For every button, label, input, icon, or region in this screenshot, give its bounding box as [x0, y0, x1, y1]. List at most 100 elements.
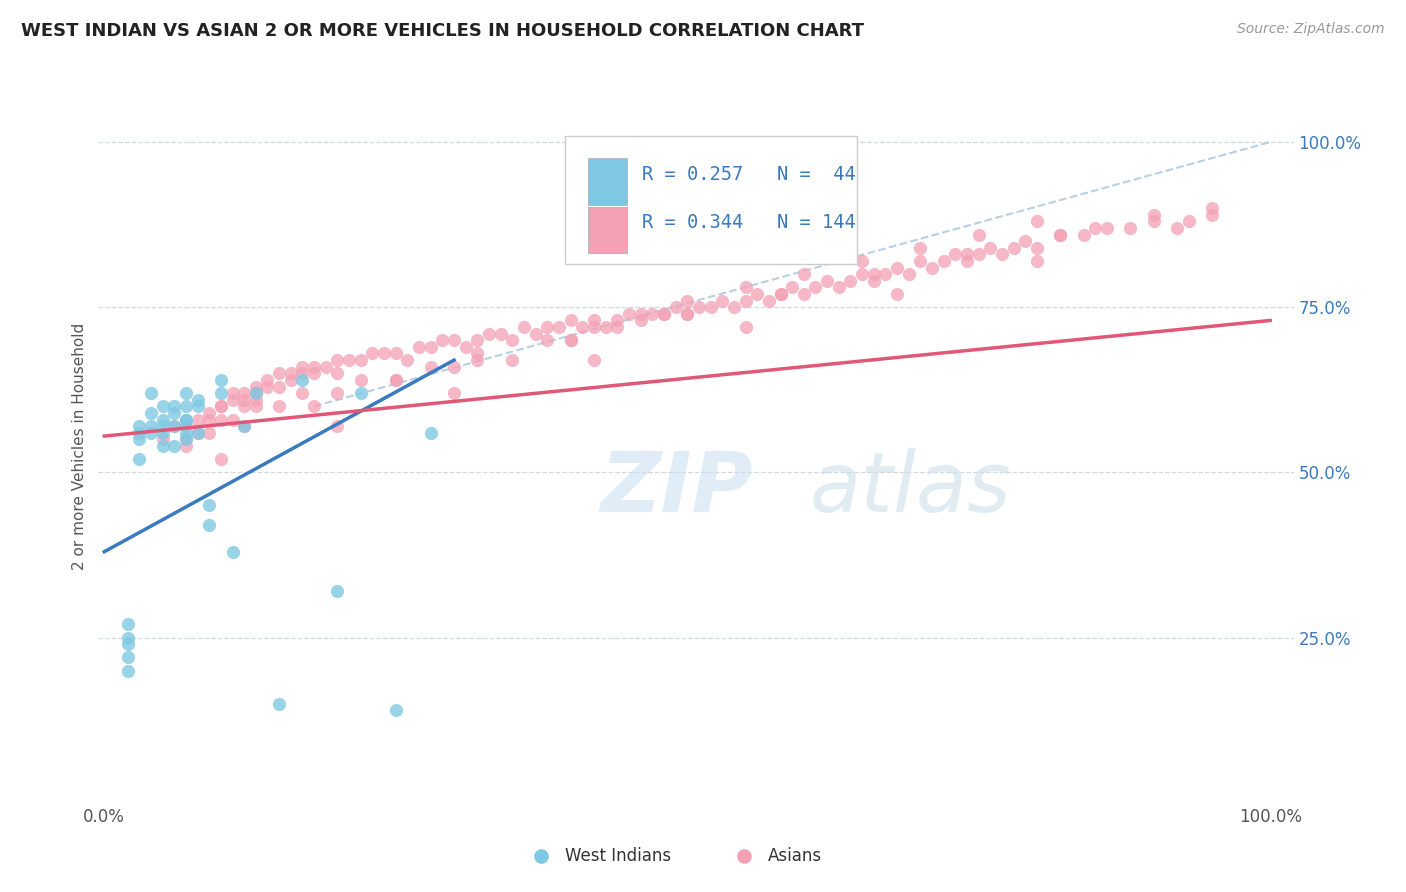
Point [1201, 201, 1223, 215]
Point [139, 419, 162, 434]
Point [630, 313, 652, 327]
Point [804, 280, 827, 294]
Point [886, 260, 908, 275]
Point [152, 425, 174, 440]
Point [711, 293, 734, 308]
Point [1026, 241, 1049, 255]
Point [443, 333, 465, 347]
Point [617, 307, 640, 321]
Point [221, 412, 243, 426]
Point [1049, 227, 1071, 242]
Point [723, 300, 745, 314]
Point [1177, 214, 1199, 228]
Point [139, 386, 162, 401]
Point [734, 293, 756, 308]
Point [198, 499, 221, 513]
Point [979, 241, 1001, 255]
Point [245, 392, 267, 407]
Point [350, 373, 373, 387]
Point [174, 412, 197, 426]
Point [139, 425, 162, 440]
Point [174, 425, 197, 440]
Point [758, 293, 780, 308]
Point [1166, 221, 1188, 235]
Point [828, 280, 851, 294]
Point [723, 846, 745, 860]
Point [408, 340, 430, 354]
Point [209, 373, 232, 387]
Point [233, 392, 256, 407]
Point [186, 400, 208, 414]
Point [326, 419, 349, 434]
Point [839, 274, 862, 288]
Point [630, 307, 652, 321]
Point [256, 373, 278, 387]
Point [921, 260, 943, 275]
Point [152, 433, 174, 447]
Point [851, 267, 873, 281]
Point [956, 247, 979, 261]
Point [967, 247, 990, 261]
Point [443, 359, 465, 374]
Point [221, 392, 243, 407]
Point [152, 400, 174, 414]
Text: atlas: atlas [810, 449, 1011, 529]
Point [699, 300, 721, 314]
Point [595, 320, 617, 334]
Point [1026, 254, 1049, 268]
Point [419, 340, 441, 354]
Point [198, 425, 221, 440]
Point [373, 346, 395, 360]
Point [419, 359, 441, 374]
Point [513, 320, 536, 334]
Point [350, 386, 373, 401]
Point [467, 353, 489, 368]
Point [875, 267, 897, 281]
Point [443, 386, 465, 401]
Point [676, 307, 699, 321]
Point [198, 518, 221, 533]
Point [174, 433, 197, 447]
Point [956, 254, 979, 268]
Point [862, 267, 884, 281]
Point [1026, 214, 1049, 228]
Point [117, 664, 139, 678]
Point [501, 353, 523, 368]
Point [174, 412, 197, 426]
Point [350, 353, 373, 368]
Point [186, 425, 208, 440]
Point [467, 333, 489, 347]
Point [128, 452, 150, 467]
Point [688, 300, 710, 314]
Point [128, 419, 150, 434]
Point [302, 359, 325, 374]
Point [548, 320, 571, 334]
Point [606, 313, 628, 327]
Point [152, 419, 174, 434]
Point [1095, 221, 1118, 235]
Point [245, 400, 267, 414]
Point [571, 320, 593, 334]
Point [186, 412, 208, 426]
Point [186, 425, 208, 440]
Point [361, 346, 384, 360]
Text: ZIP: ZIP [600, 449, 754, 529]
Point [291, 373, 314, 387]
Point [291, 367, 314, 381]
Point [280, 367, 302, 381]
Point [734, 320, 756, 334]
Point [467, 346, 489, 360]
FancyBboxPatch shape [565, 136, 858, 264]
Point [524, 846, 547, 860]
Point [117, 617, 139, 632]
Point [560, 333, 582, 347]
Point [560, 313, 582, 327]
Point [128, 433, 150, 447]
Point [209, 386, 232, 401]
Point [163, 419, 186, 434]
Point [174, 400, 197, 414]
Point [419, 425, 441, 440]
Point [337, 353, 360, 368]
Point [209, 400, 232, 414]
Text: R = 0.257   N =  44: R = 0.257 N = 44 [643, 165, 856, 184]
